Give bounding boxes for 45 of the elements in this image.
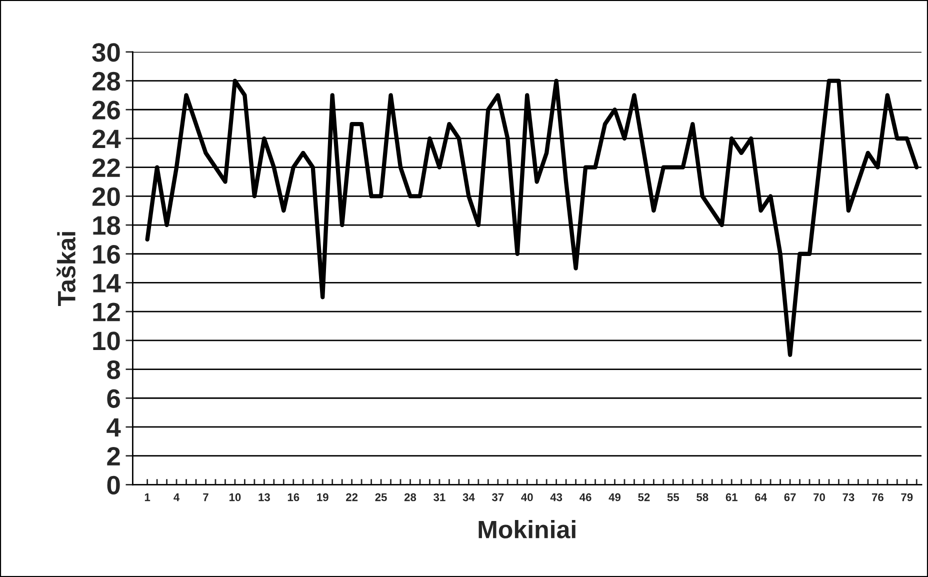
y-tick-label: 26 [92, 100, 120, 120]
x-tick-label: 76 [872, 493, 884, 502]
y-tick-label: 4 [106, 418, 121, 437]
y-tick-label: 22 [92, 158, 120, 177]
y-tick-label: 28 [92, 72, 120, 91]
x-tick-label: 19 [317, 493, 328, 502]
y-tick-label: 10 [93, 332, 120, 350]
x-tick-label: 34 [462, 493, 475, 502]
y-tick-label: 8 [107, 360, 120, 380]
x-tick-label: 67 [784, 493, 796, 502]
x-tick-label: 43 [550, 493, 562, 502]
x-tick-label: 25 [375, 493, 387, 502]
x-tick-label: 28 [404, 493, 416, 502]
x-tick-label: 79 [901, 493, 913, 502]
x-tick-label: 7 [203, 493, 208, 502]
x-tick-label: 16 [288, 493, 300, 502]
x-tick-label: 4 [174, 493, 180, 502]
y-tick-label: 30 [92, 43, 120, 62]
x-tick-label: 73 [842, 493, 854, 502]
x-tick-label: 58 [696, 493, 708, 502]
x-tick-label: 40 [521, 493, 533, 502]
y-tick-label: 18 [93, 216, 120, 235]
x-tick-label: 52 [638, 493, 650, 502]
y-tick-label: 6 [107, 389, 120, 408]
x-axis-title: Mokiniai [478, 520, 576, 538]
y-tick-label: 12 [93, 302, 120, 322]
x-tick-label: 70 [814, 493, 825, 502]
y-tick-label: 24 [92, 130, 121, 148]
x-tick-label: 46 [580, 493, 592, 502]
x-tick-label: 64 [755, 493, 767, 502]
x-tick-label: 61 [726, 493, 738, 502]
x-tick-label: 1 [144, 493, 150, 502]
y-tick-label: 14 [93, 274, 121, 292]
y-tick-label: 20 [92, 187, 120, 206]
y-tick-label: 16 [93, 245, 120, 264]
y-tick-label: 0 [107, 476, 120, 494]
x-tick-label: 10 [229, 493, 241, 502]
x-tick-label: 49 [608, 493, 621, 502]
x-tick-label: 55 [667, 493, 680, 502]
x-tick-label: 31 [434, 493, 446, 502]
x-tick-label: 37 [492, 493, 504, 502]
y-tick-label: 2 [107, 446, 120, 466]
x-tick-label: 22 [346, 493, 358, 502]
x-tick-label: 13 [258, 493, 270, 502]
y-axis-title: Taškai [56, 232, 76, 306]
